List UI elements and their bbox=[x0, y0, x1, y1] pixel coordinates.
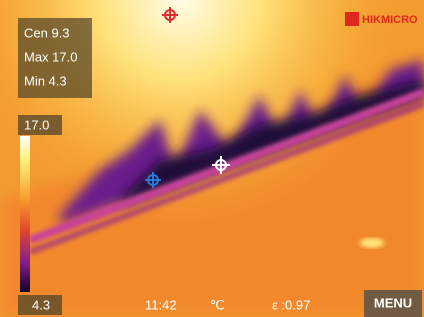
brand: HIKMICRO bbox=[362, 14, 418, 26]
brand-icon bbox=[345, 12, 359, 26]
max-readout: Max 17.0 bbox=[24, 49, 77, 64]
color-scale bbox=[20, 136, 30, 292]
page: Cen 9.3 Max 17.0 Min 4.3 17.0 4.3 HIKMIC… bbox=[0, 0, 424, 317]
scale-min: 4.3 bbox=[32, 297, 50, 312]
emissivity: ε :0.97 bbox=[272, 297, 310, 312]
thermal-view: Cen 9.3 Max 17.0 Min 4.3 17.0 4.3 HIKMIC… bbox=[0, 0, 424, 317]
temperature-unit: ℃ bbox=[210, 297, 225, 312]
center-readout: Cen 9.3 bbox=[24, 25, 70, 40]
menu-label[interactable]: MENU bbox=[374, 295, 412, 310]
scale-max: 17.0 bbox=[24, 117, 49, 132]
min-readout: Min 4.3 bbox=[24, 73, 67, 88]
warm-spot bbox=[360, 238, 384, 248]
time: 11:42 bbox=[145, 297, 177, 312]
